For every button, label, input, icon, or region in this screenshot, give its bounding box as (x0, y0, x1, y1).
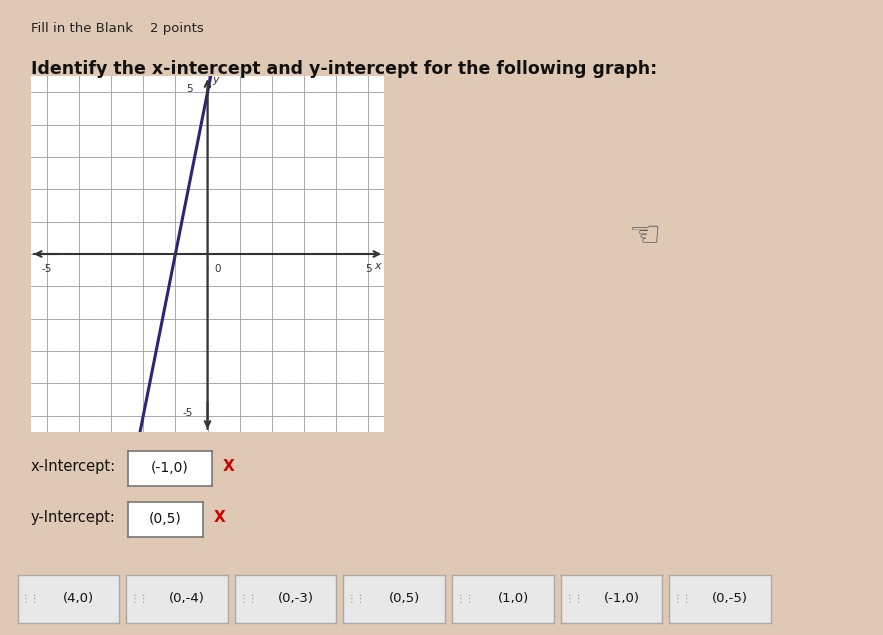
Text: X: X (223, 459, 234, 474)
Text: ⋮⋮: ⋮⋮ (673, 594, 692, 604)
Text: -5: -5 (183, 408, 193, 418)
Text: X: X (214, 510, 225, 525)
Text: ⋮⋮: ⋮⋮ (456, 594, 475, 604)
Text: ⋮⋮: ⋮⋮ (21, 594, 41, 604)
Text: ⋮⋮: ⋮⋮ (130, 594, 149, 604)
Text: 0: 0 (214, 264, 221, 274)
Text: ☜: ☜ (629, 218, 660, 252)
Text: 5: 5 (186, 84, 193, 95)
Text: x-Intercept:: x-Intercept: (31, 459, 116, 474)
Text: ⋮⋮: ⋮⋮ (347, 594, 366, 604)
Text: (0,5): (0,5) (389, 592, 420, 605)
Text: (0,-5): (0,-5) (713, 592, 748, 605)
Text: x: x (374, 260, 381, 271)
Text: -5: -5 (42, 264, 52, 274)
Text: (1,0): (1,0) (497, 592, 529, 605)
Text: ⋮⋮: ⋮⋮ (238, 594, 258, 604)
Text: (4,0): (4,0) (63, 592, 94, 605)
Text: (-1,0): (-1,0) (604, 592, 639, 605)
Text: Identify the x-intercept and y-intercept for the following graph:: Identify the x-intercept and y-intercept… (31, 60, 657, 78)
Text: ⋮⋮: ⋮⋮ (564, 594, 584, 604)
Text: (0,-3): (0,-3) (278, 592, 313, 605)
Text: (0,-4): (0,-4) (170, 592, 205, 605)
Text: (-1,0): (-1,0) (151, 461, 189, 476)
Text: 5: 5 (365, 264, 372, 274)
Text: y-Intercept:: y-Intercept: (31, 510, 116, 525)
Text: Fill in the Blank    2 points: Fill in the Blank 2 points (31, 22, 204, 35)
Text: (0,5): (0,5) (149, 512, 182, 526)
Text: y: y (212, 75, 219, 84)
